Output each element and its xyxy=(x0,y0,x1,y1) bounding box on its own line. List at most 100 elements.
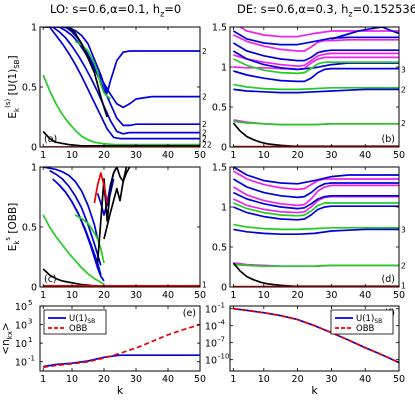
panel-c-ytick-label: 1 xyxy=(31,163,37,174)
panel-a-series-2 xyxy=(58,27,200,127)
panel-b-label: (b) xyxy=(382,134,395,145)
panel-a-degeneracy-label: 2 xyxy=(202,135,207,144)
panel-b-xtick-label: 50 xyxy=(393,150,405,161)
panel-c-ytick-label: 0 xyxy=(31,283,37,294)
panel-e-xtick-label: 20 xyxy=(98,374,110,385)
panel-b-series-13 xyxy=(233,120,399,126)
panel-b-series-0 xyxy=(233,56,399,71)
panel-f: 1102030405010-110-410-710-10(f)kU(1)SBOB… xyxy=(205,302,405,397)
right-column-title: DE: s=0.6,α=0.3, hz=0.152536 xyxy=(237,2,415,19)
panel-d-series xyxy=(232,167,399,287)
panel-d-ytick-label: 1.5 xyxy=(212,163,227,174)
panel-a-series-4 xyxy=(48,27,200,140)
panel-e-ytick-exponent: 1 xyxy=(28,336,32,344)
panel-b: 1 10 20 30 40 50 0 0.5 1 1.5 (b) 3 2 2 xyxy=(212,23,406,162)
panel-f-series-1 xyxy=(233,307,399,364)
panel-e-ytick-label: 10 xyxy=(15,358,27,369)
panel-a-degeneracy-label: 2 xyxy=(202,47,207,56)
panel-f-ytick-exponent: -7 xyxy=(218,336,225,344)
panel-e-ytick-label: 10 xyxy=(15,321,27,332)
panel-e-xtick-label: 40 xyxy=(162,374,174,385)
panel-b-ytick-label: 1 xyxy=(221,63,227,74)
panel-a-degeneracy-label: 2 xyxy=(202,120,207,129)
panel-a-xtick-label: 10 xyxy=(66,150,78,161)
panel-c-xtick-label: 10 xyxy=(66,290,78,301)
panel-e-xtick-label: 50 xyxy=(194,374,206,385)
panel-c-series-7 xyxy=(74,214,105,264)
panel-c-series xyxy=(42,167,200,287)
panel-f-ytick-exponent: -1 xyxy=(218,302,225,310)
panel-f-frame xyxy=(229,305,400,372)
left-column-title: LO: s=0.6,α=0.1, hz=0 xyxy=(50,2,182,19)
panel-d-xtick-label: 1 xyxy=(230,290,236,301)
panel-b-series-2 xyxy=(233,52,399,68)
panel-b-series-5 xyxy=(232,30,399,46)
panel-d-ytick-label: 0.5 xyxy=(212,243,227,254)
panel-d: 1 10 20 30 40 50 0 0.5 1 1.5 (d) 3 2 1 xyxy=(212,163,406,302)
panel-c-xtick-label: 30 xyxy=(130,290,142,301)
panel-e-xlabel: k xyxy=(117,384,124,397)
panel-e-ytick-label: 10 xyxy=(15,339,27,350)
panel-b-ytick-label: 1.5 xyxy=(212,23,227,34)
panel-d-series-5 xyxy=(233,205,399,221)
panel-e-series-0 xyxy=(43,354,200,368)
panel-b-xtick-label: 40 xyxy=(359,150,371,161)
panel-c-frame xyxy=(39,166,201,288)
panel-b-degeneracy-label: 2 xyxy=(401,119,406,128)
panel-a-ytick-label: 0 xyxy=(31,143,37,154)
panel-f-xtick-label: 40 xyxy=(359,374,371,385)
panel-c-series-3 xyxy=(58,184,105,282)
panel-f-xtick-label: 30 xyxy=(325,374,337,385)
panel-a-ylabel: Ek(s) [U(1)SB] xyxy=(4,55,21,118)
panel-a-degeneracy-label: 2 xyxy=(202,141,207,150)
panel-d-frame xyxy=(229,166,400,288)
panel-a-xtick-label: 20 xyxy=(98,150,110,161)
panel-d-xtick-label: 10 xyxy=(258,290,270,301)
panel-d-series-6 xyxy=(233,228,399,236)
panel-d-series-4 xyxy=(232,178,399,199)
panel-b-series-6 xyxy=(232,42,399,62)
panel-b-frame xyxy=(229,26,400,148)
panel-b-series-11 xyxy=(233,58,399,75)
panel-e-frame xyxy=(39,305,201,372)
panel-c-series-11 xyxy=(93,172,109,204)
panel-b-ytick-label: 0.5 xyxy=(212,103,227,114)
panel-a-xtick-label: 50 xyxy=(194,150,206,161)
panel-a-label: (a) xyxy=(44,134,57,145)
panel-c-ylabel: Eks [OBB] xyxy=(4,203,21,252)
panel-d-degeneracy-label: 1 xyxy=(401,281,406,290)
panel-d-series-11 xyxy=(233,263,399,268)
panel-b-series-12 xyxy=(233,83,399,91)
panel-a-series-8 xyxy=(68,27,109,118)
panel-b-series-14 xyxy=(232,122,399,147)
panel-e-ytick-exponent: 5 xyxy=(28,299,32,307)
panel-a-series-0 xyxy=(43,27,200,94)
panel-e-xtick-label: 10 xyxy=(66,374,78,385)
panel-a-series xyxy=(42,27,200,147)
panel-a-xtick-label: 40 xyxy=(162,150,174,161)
panel-e-legend-label: OBB xyxy=(69,324,88,334)
panel-c-label: (c) xyxy=(44,274,57,285)
panel-c-xtick-label: 50 xyxy=(194,290,206,301)
panel-e-ylabel: <nkx> xyxy=(0,322,14,354)
panel-b-ytick-label: 0 xyxy=(221,143,227,154)
panel-b-series-8 xyxy=(233,88,399,94)
panel-a-series-5 xyxy=(42,74,200,146)
panel-c-ytick-label: 0.5 xyxy=(22,223,37,234)
panel-a-ytick-label: 0.5 xyxy=(22,83,37,94)
panel-d-xtick-label: 40 xyxy=(359,290,371,301)
panel-e-xtick-label: 30 xyxy=(130,374,142,385)
panel-f-ytick-exponent: -10 xyxy=(218,353,229,361)
panel-f-ytick-exponent: -4 xyxy=(218,319,226,327)
panel-d-degeneracy-label: 3 xyxy=(401,225,406,234)
panel-f-ytick-label: 10 xyxy=(205,322,217,333)
panel-d-series-10 xyxy=(233,223,399,231)
panel-f-series xyxy=(233,307,399,364)
panel-a-series-7 xyxy=(42,130,200,147)
panel-a-xtick-label: 30 xyxy=(130,150,142,161)
panel-c-xtick-label: 40 xyxy=(162,290,174,301)
panel-c-series-1 xyxy=(49,169,102,266)
